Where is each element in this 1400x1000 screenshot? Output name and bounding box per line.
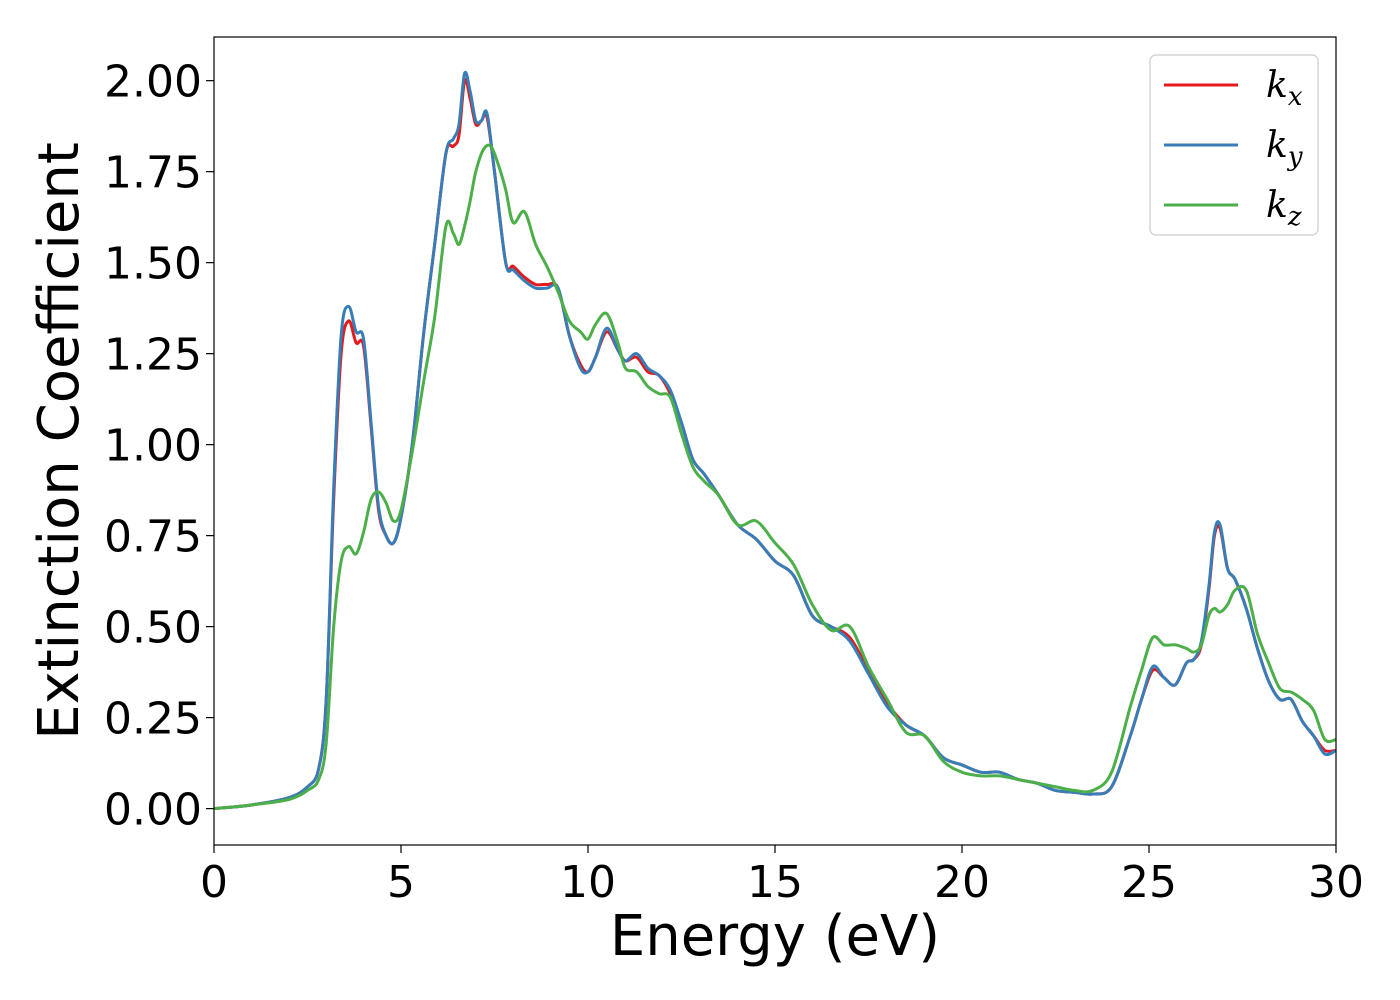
series-line-y [214, 70, 1336, 811]
y-tick-label: 1.00 [104, 421, 202, 472]
legend: kx ky kz [1149, 54, 1319, 236]
x-tick-label: 20 [934, 857, 990, 908]
y-tick-label: 1.50 [104, 239, 202, 290]
x-tick-label: 10 [560, 857, 616, 908]
legend-label-z: kz [1266, 185, 1302, 232]
series-line-z [214, 143, 1336, 811]
y-tick-label: 2.00 [104, 57, 202, 108]
y-tick-label: 0.50 [104, 603, 202, 654]
x-axis-label: Energy (eV) [610, 904, 940, 969]
x-tick-label: 25 [1121, 857, 1177, 908]
y-tick-label: 0.75 [104, 512, 202, 563]
series-layer [214, 70, 1336, 811]
legend-label-x: kx [1266, 65, 1303, 112]
y-tick-label: 0.00 [104, 785, 202, 836]
y-tick-label: 1.75 [104, 148, 202, 199]
x-axis: 0 5 10 15 20 25 30 [200, 845, 1364, 908]
y-axis-label: Extinction Coefficient [27, 142, 92, 740]
y-tick-label: 0.25 [104, 694, 202, 745]
x-tick-label: 5 [387, 857, 415, 908]
legend-label-y: ky [1266, 125, 1303, 172]
x-tick-label: 15 [747, 857, 803, 908]
x-tick-label: 30 [1308, 857, 1364, 908]
x-tick-label: 0 [200, 857, 228, 908]
y-tick-label: 1.25 [104, 330, 202, 381]
y-axis: 0.00 0.25 0.50 0.75 1.00 1.25 1.50 1.75 2.00 [104, 57, 214, 836]
